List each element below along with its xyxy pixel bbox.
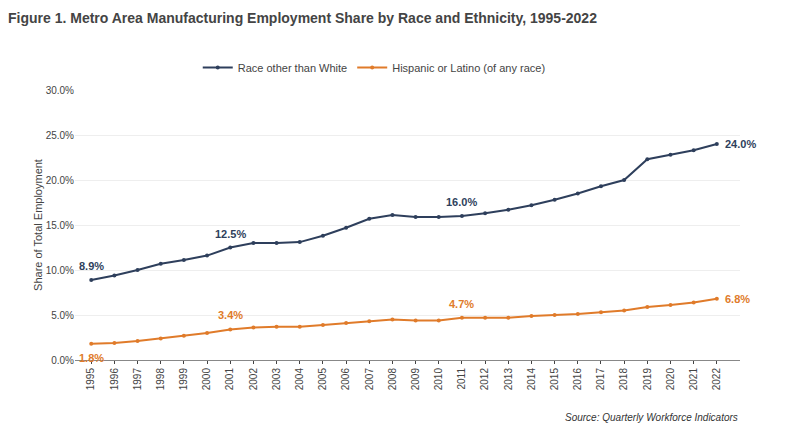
svg-text:2009: 2009 — [410, 368, 421, 391]
svg-text:6.8%: 6.8% — [725, 293, 750, 305]
svg-text:16.0%: 16.0% — [446, 196, 477, 208]
svg-text:20.0%: 20.0% — [46, 175, 74, 186]
svg-text:2013: 2013 — [503, 368, 514, 391]
svg-text:1998: 1998 — [155, 368, 166, 391]
svg-text:12.5%: 12.5% — [215, 228, 246, 240]
svg-text:1999: 1999 — [178, 368, 189, 391]
svg-text:24.0%: 24.0% — [725, 138, 756, 150]
svg-text:2018: 2018 — [618, 368, 629, 391]
svg-text:2015: 2015 — [549, 368, 560, 391]
svg-text:3.4%: 3.4% — [218, 309, 243, 321]
svg-text:2021: 2021 — [688, 368, 699, 391]
svg-text:2003: 2003 — [271, 368, 282, 391]
svg-text:2010: 2010 — [433, 368, 444, 391]
svg-text:2011: 2011 — [456, 368, 467, 390]
svg-text:2022: 2022 — [711, 368, 722, 391]
svg-text:2017: 2017 — [595, 368, 606, 391]
svg-text:8.9%: 8.9% — [79, 260, 104, 272]
svg-text:25.0%: 25.0% — [46, 130, 74, 141]
svg-text:15.0%: 15.0% — [46, 220, 74, 231]
svg-text:2004: 2004 — [294, 368, 305, 391]
svg-text:Share of Total Employment: Share of Total Employment — [32, 159, 44, 291]
svg-text:2006: 2006 — [340, 368, 351, 391]
svg-text:2000: 2000 — [201, 368, 212, 391]
svg-text:1997: 1997 — [132, 368, 143, 391]
svg-text:2019: 2019 — [642, 368, 653, 391]
svg-text:Race other than White: Race other than White — [238, 62, 347, 74]
svg-text:2020: 2020 — [665, 368, 676, 391]
svg-text:2001: 2001 — [224, 368, 235, 391]
svg-text:10.0%: 10.0% — [46, 265, 74, 276]
svg-text:2014: 2014 — [526, 368, 537, 391]
svg-text:2008: 2008 — [387, 368, 398, 391]
svg-text:5.0%: 5.0% — [51, 310, 74, 321]
svg-text:2012: 2012 — [479, 368, 490, 391]
svg-text:2007: 2007 — [364, 368, 375, 391]
svg-text:Source: Quarterly Workforce In: Source: Quarterly Workforce Indicators — [565, 412, 738, 423]
svg-text:Figure 1. Metro Area Manufactu: Figure 1. Metro Area Manufacturing Emplo… — [8, 10, 597, 26]
svg-text:1996: 1996 — [109, 368, 120, 391]
svg-text:30.0%: 30.0% — [46, 85, 74, 96]
svg-text:Hispanic or Latino (of any rac: Hispanic or Latino (of any race) — [392, 62, 545, 74]
svg-text:4.7%: 4.7% — [449, 298, 474, 310]
svg-text:1995: 1995 — [85, 368, 96, 391]
svg-text:2002: 2002 — [248, 368, 259, 391]
svg-text:2016: 2016 — [572, 368, 583, 391]
svg-text:2005: 2005 — [317, 368, 328, 391]
svg-text:1.8%: 1.8% — [79, 352, 104, 364]
svg-text:0.0%: 0.0% — [51, 355, 74, 366]
